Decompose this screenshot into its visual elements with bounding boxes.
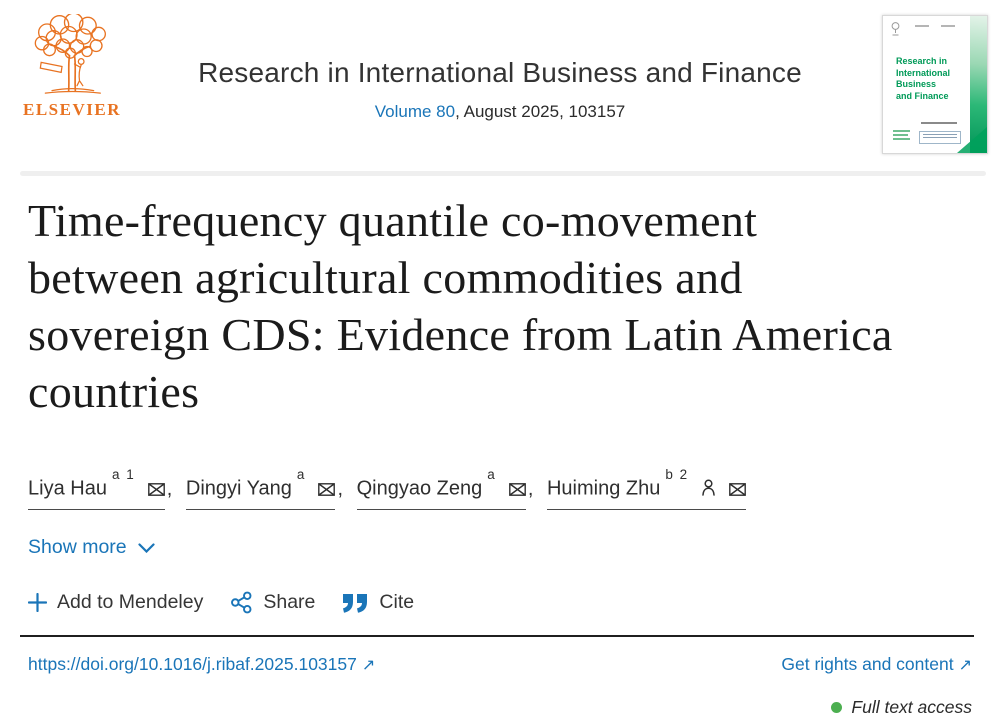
author-name: Huiming Zhu [546,477,661,500]
volume-link[interactable]: Volume 80 [374,102,456,121]
plus-icon [28,593,47,612]
cover-footer-text [893,138,910,140]
doi-link[interactable]: https://doi.org/10.1016/j.ribaf.2025.103… [28,654,376,674]
article-title: Time-frequency quantile co-movement betw… [28,195,893,417]
show-more-button[interactable]: Show more [28,536,155,559]
author-separator: , [166,477,173,500]
doi-row: https://doi.org/10.1016/j.ribaf.2025.103… [28,654,972,675]
access-row: Full text access [831,697,972,718]
journal-meta: Research in International Business and F… [0,57,1000,122]
author-affiliation-sup: b 2 [665,467,689,482]
author-affiliation-sup: a [487,467,497,482]
volume-line: Volume 80, August 2025, 103157 [0,102,1000,122]
cover-journal-title: Research in International Business and F… [896,56,951,102]
email-icon[interactable] [728,482,746,496]
elsevier-tree-icon [34,12,106,94]
journal-title-link[interactable]: Research in International Business and F… [198,57,802,88]
header-divider [20,171,986,176]
author-separator: , [527,477,534,500]
author-affiliation-sup: a 1 [111,467,136,482]
content-divider [20,635,974,637]
cover-footer-text [893,134,908,136]
external-link-icon: ↗ [361,657,376,674]
access-label: Full text access [851,697,972,717]
external-link-icon: ↗ [958,657,972,674]
cover-elsevier-tree-icon [891,22,900,36]
author-link[interactable]: Liya Hau a 1 [28,467,165,510]
cover-footer-text [921,122,957,124]
add-to-mendeley-label: Add to Mendeley [57,591,204,613]
author-link[interactable]: Huiming Zhu b 2 [546,467,746,510]
chevron-down-icon [138,542,155,553]
author-name: Qingyao Zeng [356,477,483,500]
cite-button[interactable]: Cite [342,591,414,614]
author-affiliation-sup: a [296,467,306,482]
cover-footer-text [893,130,910,132]
cover-footer-box [919,131,961,144]
action-bar: Add to Mendeley Share Cite [28,591,441,614]
show-more-label: Show more [28,536,127,558]
access-indicator-dot [831,702,843,713]
author-list: Liya Hau a 1 , Dingyi Yang a , Qingyao Zen… [28,467,746,510]
rights-and-content-link[interactable]: Get rights and content ↗ [781,654,972,674]
author-name: Dingyi Yang [185,477,292,500]
email-icon[interactable] [147,482,165,496]
share-icon [231,591,252,614]
share-label: Share [263,591,316,613]
add-to-mendeley-button[interactable]: Add to Mendeley [28,591,203,614]
cite-label: Cite [379,591,415,613]
journal-cover-thumbnail[interactable]: Research in International Business and F… [882,15,988,154]
publisher-name: ELSEVIER [23,100,121,119]
author-name: Liya Hau [28,477,107,500]
cover-text-bar [941,25,955,27]
issue-info: , August 2025, 103157 [455,102,626,121]
author-link[interactable]: Qingyao Zeng a [356,467,526,510]
author-separator: , [337,477,344,500]
elsevier-logo[interactable]: ELSEVIER [20,12,124,120]
author-link[interactable]: Dingyi Yang a [185,467,336,510]
email-icon[interactable] [508,482,526,496]
cover-text-bar [915,25,929,27]
share-button[interactable]: Share [230,591,315,614]
cover-green-triangle [957,127,987,153]
cover-green-band [970,16,987,153]
person-icon[interactable] [701,479,716,496]
cite-quote-icon [343,593,368,613]
email-icon[interactable] [318,482,336,496]
